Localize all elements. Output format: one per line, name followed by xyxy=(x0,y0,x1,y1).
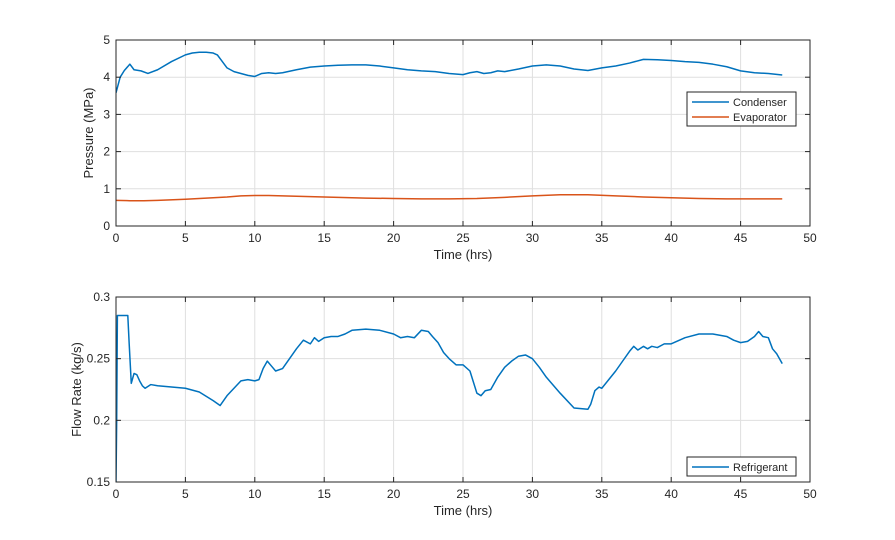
x-tick-label: 25 xyxy=(456,231,470,245)
legend: Refrigerant xyxy=(686,456,797,477)
x-tick-label: 30 xyxy=(526,231,540,245)
y-tick-label: 0.2 xyxy=(93,413,110,427)
x-tick-label: 35 xyxy=(595,231,609,245)
legend-box xyxy=(686,456,797,477)
x-tick-label: 15 xyxy=(318,487,332,501)
x-tick-label: 10 xyxy=(248,231,262,245)
legend-label: Refrigerant xyxy=(733,462,787,474)
legend-label: Condenser xyxy=(733,97,787,109)
x-tick-label: 50 xyxy=(803,231,817,245)
x-tick-label: 50 xyxy=(803,487,817,501)
y-tick-label: 4 xyxy=(103,70,110,84)
x-tick-label: 15 xyxy=(318,231,332,245)
x-tick-label: 40 xyxy=(665,487,679,501)
x-tick-label: 30 xyxy=(526,487,540,501)
series-line-refrigerant xyxy=(116,314,783,482)
y-tick-label: 3 xyxy=(103,107,110,121)
y-tick-label: 0.15 xyxy=(87,475,111,489)
series-line-evaporator xyxy=(116,194,783,202)
x-tick-label: 10 xyxy=(248,487,262,501)
y-axis-label: Flow Rate (kg/s) xyxy=(69,342,84,437)
legend-label: Evaporator xyxy=(733,112,787,124)
x-tick-label: 45 xyxy=(734,231,748,245)
x-tick-label: 0 xyxy=(113,231,120,245)
legend-box xyxy=(686,91,797,127)
y-tick-label: 5 xyxy=(103,33,110,47)
flow-rate-chart: 0 5 10 15 20 25 30 35 40 45 50 0.15 0.2 0.25 0.3 Time (… xyxy=(69,290,817,518)
x-tick-label: 5 xyxy=(182,487,189,501)
y-axis-label: Pressure (MPa) xyxy=(81,87,96,178)
y-tick-label: 0.3 xyxy=(93,290,110,304)
y-tick-label: 0.25 xyxy=(87,352,111,366)
x-tick-label: 20 xyxy=(387,231,401,245)
x-tick-label: 5 xyxy=(182,231,189,245)
x-tick-label: 25 xyxy=(456,487,470,501)
series-line-condenser xyxy=(116,51,783,94)
y-tick-label: 1 xyxy=(103,182,110,196)
x-axis-label: Time (hrs) xyxy=(434,503,493,518)
x-tick-label: 40 xyxy=(665,231,679,245)
y-tick-label: 2 xyxy=(103,145,110,159)
x-tick-label: 20 xyxy=(387,487,401,501)
legend: Condenser Evaporator xyxy=(686,91,797,127)
x-tick-label: 0 xyxy=(113,487,120,501)
x-tick-label: 45 xyxy=(734,487,748,501)
x-axis-label: Time (hrs) xyxy=(434,247,493,262)
y-tick-label: 0 xyxy=(103,219,110,233)
x-tick-label: 35 xyxy=(595,487,609,501)
